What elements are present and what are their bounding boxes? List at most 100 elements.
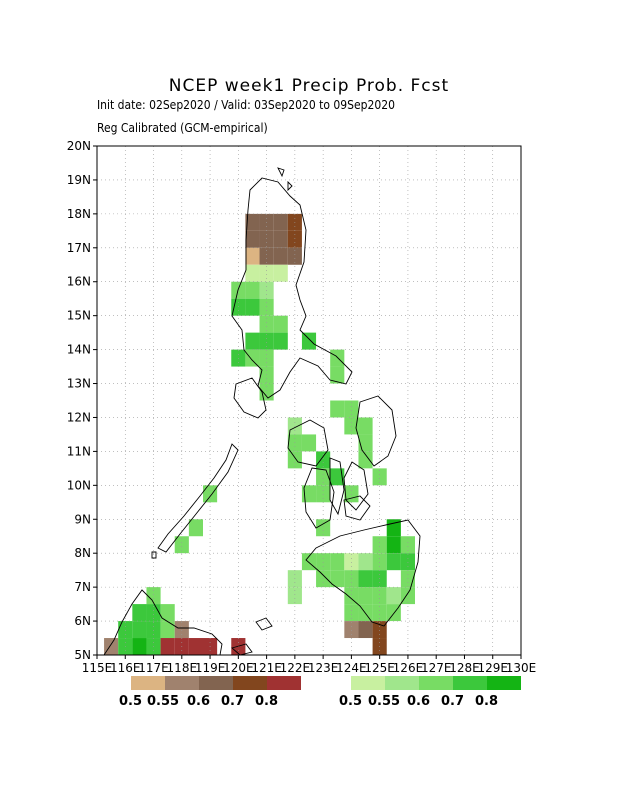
prob-cell bbox=[273, 213, 288, 231]
lat-label: 14N bbox=[67, 343, 91, 357]
lon-label: 122E bbox=[280, 661, 311, 675]
coast-samar bbox=[355, 395, 397, 467]
prob-cell bbox=[245, 230, 260, 248]
prob-cell bbox=[330, 570, 345, 588]
prob-cell bbox=[245, 247, 260, 265]
lat-label: 6N bbox=[74, 614, 91, 628]
prob-cell bbox=[259, 230, 274, 248]
lat-label: 7N bbox=[74, 580, 91, 594]
axis-labels: 115E116E117E118E119E120E121E122E123E124E… bbox=[67, 139, 537, 675]
lat-label: 11N bbox=[67, 444, 91, 458]
wet-label-3: 0.7 bbox=[441, 694, 465, 709]
prob-cell bbox=[330, 349, 345, 367]
prob-cell bbox=[316, 451, 331, 469]
prob-cell bbox=[259, 298, 274, 316]
prob-cell bbox=[245, 349, 260, 367]
coast-palawan bbox=[157, 443, 239, 553]
prob-cell bbox=[301, 332, 317, 350]
prob-cell bbox=[287, 230, 302, 248]
coast-mindoro bbox=[233, 377, 267, 419]
prob-cell bbox=[316, 519, 331, 537]
prob-cell bbox=[344, 587, 359, 605]
prob-cell bbox=[245, 281, 260, 299]
prob-cell bbox=[344, 417, 359, 435]
lon-label: 116E bbox=[110, 661, 141, 675]
dry-label-3: 0.7 bbox=[221, 694, 245, 709]
prob-cell bbox=[146, 587, 161, 605]
lat-label: 18N bbox=[67, 207, 91, 221]
prob-cell bbox=[132, 604, 147, 622]
lat-label: 10N bbox=[67, 478, 91, 492]
prob-cell bbox=[330, 553, 345, 571]
lon-label: 119E bbox=[195, 661, 226, 675]
prob-cell bbox=[160, 621, 175, 639]
prob-cell bbox=[287, 417, 302, 435]
prob-cell bbox=[301, 485, 317, 503]
coast-sulu bbox=[231, 617, 273, 656]
prob-cell bbox=[372, 587, 387, 605]
prob-cell bbox=[372, 553, 387, 571]
coast-leyte bbox=[343, 461, 369, 511]
dry-legend bbox=[131, 676, 301, 690]
prob-cell bbox=[358, 621, 373, 639]
coast-borneo bbox=[103, 589, 223, 656]
prob-cell bbox=[273, 264, 288, 282]
prob-cell bbox=[118, 621, 133, 639]
map-title: NCEP week1 Precip Prob. Fcst bbox=[168, 76, 450, 96]
map-frame bbox=[96, 145, 522, 656]
prob-cell bbox=[160, 638, 175, 655]
prob-cell bbox=[132, 638, 147, 655]
coast-luzon bbox=[231, 177, 353, 399]
lon-label: 115E bbox=[82, 661, 113, 675]
lat-label: 5N bbox=[74, 648, 91, 662]
prob-cell bbox=[259, 264, 274, 282]
dry-label-1: 0.55 bbox=[147, 694, 180, 709]
prob-cell bbox=[188, 519, 203, 537]
prob-cell bbox=[273, 315, 288, 333]
wet-label-1: 0.55 bbox=[368, 694, 401, 709]
dry-swatch-1 bbox=[165, 676, 199, 690]
dry-label-4: 0.8 bbox=[255, 694, 279, 709]
prob-cell bbox=[316, 553, 331, 571]
probability-cells bbox=[104, 213, 415, 655]
prob-cell bbox=[259, 315, 274, 333]
prob-cell bbox=[400, 553, 415, 571]
wet-swatch-0 bbox=[351, 676, 385, 690]
wet-legend bbox=[351, 676, 521, 690]
coast-negros bbox=[303, 467, 335, 529]
prob-cell bbox=[259, 247, 274, 265]
prob-cell bbox=[174, 621, 189, 639]
prob-cell bbox=[386, 536, 401, 554]
coast-bohol bbox=[343, 495, 371, 521]
prob-cell bbox=[344, 485, 359, 503]
wet-swatch-2 bbox=[419, 676, 453, 690]
prob-cell bbox=[400, 536, 415, 554]
prob-cell bbox=[330, 400, 345, 418]
prob-cell bbox=[372, 604, 387, 622]
prob-cell bbox=[400, 587, 415, 605]
dry-label-2: 0.6 bbox=[187, 694, 211, 709]
lat-label: 9N bbox=[74, 512, 91, 526]
coastline bbox=[103, 167, 421, 656]
prob-cell bbox=[245, 332, 260, 350]
dry-swatch-0 bbox=[131, 676, 165, 690]
prob-cell bbox=[259, 366, 274, 384]
lat-lon-grid bbox=[97, 146, 521, 655]
init-date-line: Init date: 02Sep2020 / Valid: 03Sep2020 … bbox=[97, 98, 395, 112]
lon-label: 126E bbox=[393, 661, 424, 675]
lat-label: 15N bbox=[67, 309, 91, 323]
prob-cell bbox=[287, 587, 302, 605]
dry-swatch-2 bbox=[199, 676, 233, 690]
dry-swatch-3 bbox=[233, 676, 267, 690]
prob-cell bbox=[372, 536, 387, 554]
legend-labels: 0.5 0.55 0.6 0.7 0.8 0.5 0.55 0.6 0.7 0.… bbox=[0, 694, 618, 714]
lon-label: 121E bbox=[251, 661, 282, 675]
prob-cell bbox=[358, 553, 373, 571]
lon-label: 127E bbox=[421, 661, 452, 675]
lon-label: 123E bbox=[308, 661, 339, 675]
coast-islet bbox=[151, 551, 157, 559]
dry-label-0: 0.5 bbox=[119, 694, 143, 709]
lat-label: 20N bbox=[67, 139, 91, 153]
prob-cell bbox=[132, 621, 147, 639]
